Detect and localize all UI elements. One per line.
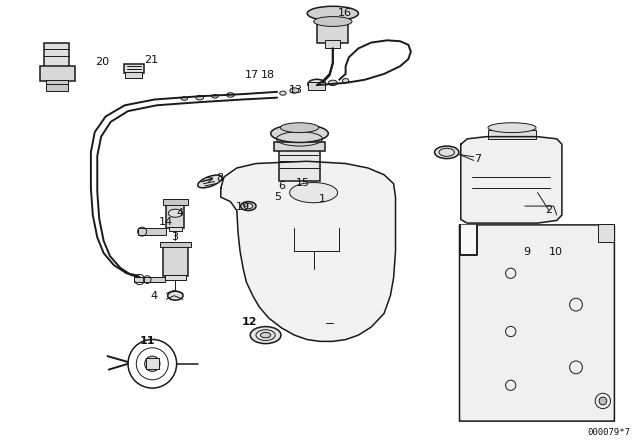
Circle shape (599, 397, 607, 405)
Ellipse shape (488, 123, 536, 133)
Text: 10: 10 (549, 247, 563, 257)
Ellipse shape (290, 88, 299, 93)
Ellipse shape (280, 123, 319, 133)
Text: 16: 16 (338, 8, 352, 17)
Bar (317, 18, 348, 43)
Polygon shape (461, 137, 562, 223)
Text: 14: 14 (159, 217, 173, 227)
Bar (124, 64, 144, 73)
Polygon shape (460, 225, 477, 255)
Ellipse shape (250, 327, 281, 344)
Text: 4: 4 (177, 208, 184, 218)
Text: 15: 15 (296, 178, 310, 188)
Ellipse shape (241, 202, 256, 211)
Bar (160, 242, 191, 247)
Ellipse shape (290, 182, 338, 202)
Bar (279, 148, 320, 181)
Bar (163, 199, 188, 205)
Text: 6: 6 (278, 181, 285, 191)
Bar (169, 227, 182, 231)
Ellipse shape (314, 17, 352, 26)
Text: 2: 2 (545, 205, 552, 215)
Ellipse shape (260, 332, 271, 338)
FancyBboxPatch shape (460, 225, 614, 421)
Bar (274, 142, 325, 151)
Ellipse shape (328, 80, 337, 86)
Ellipse shape (308, 79, 326, 89)
Bar (134, 277, 165, 282)
Bar (325, 40, 340, 48)
Bar (165, 275, 186, 280)
Ellipse shape (342, 79, 349, 83)
Bar (138, 228, 166, 235)
Bar (598, 224, 614, 242)
Ellipse shape (212, 95, 218, 98)
Ellipse shape (181, 97, 188, 100)
Ellipse shape (435, 146, 459, 159)
Text: 3: 3 (172, 233, 179, 242)
Bar (44, 43, 69, 67)
Text: 1: 1 (319, 194, 326, 204)
Text: 7: 7 (474, 155, 481, 164)
Text: 9: 9 (524, 247, 531, 257)
Bar (46, 80, 68, 91)
Ellipse shape (271, 125, 328, 142)
Text: 5: 5 (274, 192, 281, 202)
Ellipse shape (198, 175, 222, 188)
Text: 21: 21 (144, 56, 158, 65)
Ellipse shape (196, 95, 204, 100)
Text: 4: 4 (150, 291, 157, 301)
Bar (146, 358, 159, 369)
Text: 8: 8 (216, 173, 223, 183)
Text: 11: 11 (140, 336, 155, 346)
Ellipse shape (168, 291, 183, 300)
Ellipse shape (227, 93, 234, 97)
Bar (125, 72, 142, 78)
Bar (308, 82, 325, 90)
Circle shape (145, 356, 160, 371)
Bar (163, 244, 188, 276)
Ellipse shape (168, 209, 182, 217)
Text: 18: 18 (261, 70, 275, 80)
Text: 20: 20 (95, 57, 109, 67)
Text: 12: 12 (242, 317, 257, 327)
Text: 17: 17 (245, 70, 259, 80)
Text: 13: 13 (289, 85, 303, 95)
Bar (40, 66, 75, 81)
Ellipse shape (280, 91, 286, 95)
Text: 000079*7: 000079*7 (588, 428, 630, 437)
Polygon shape (221, 161, 396, 341)
Ellipse shape (307, 6, 358, 21)
Bar (488, 130, 536, 139)
Bar (166, 202, 184, 228)
Text: 19: 19 (236, 202, 250, 212)
